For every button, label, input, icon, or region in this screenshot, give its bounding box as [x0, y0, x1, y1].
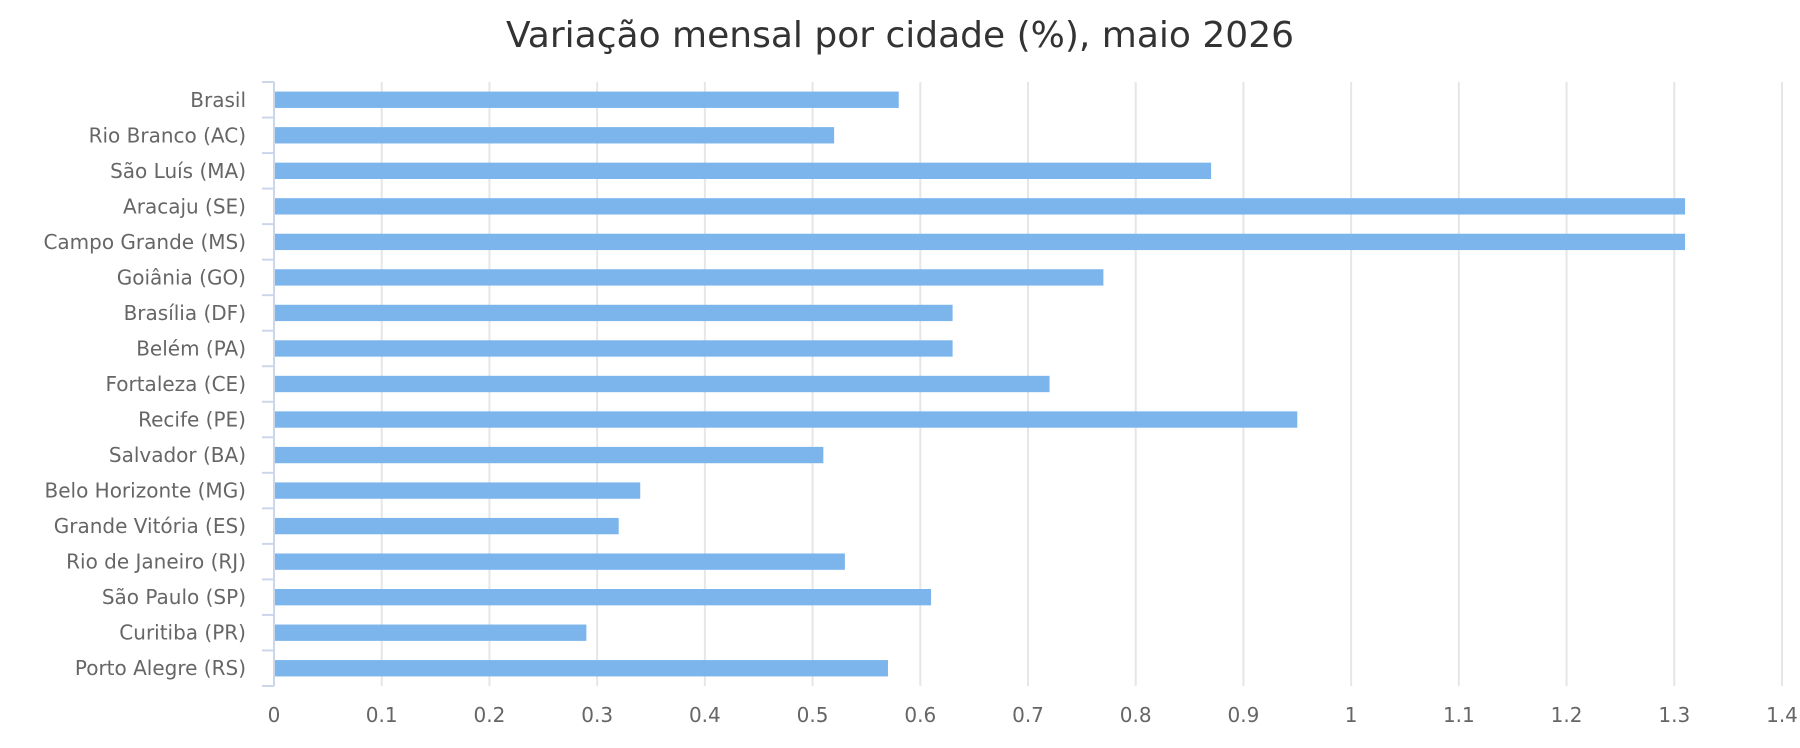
- bar[interactable]: [275, 624, 587, 641]
- x-axis: 0 0.1 0.2 0.3 0.4 0.5 0.6 0.7 0.8 0.9 1 1.1 1.2 1.3 1.…: [268, 703, 1798, 727]
- bar[interactable]: [275, 162, 1212, 179]
- x-tick-label: 0: [268, 703, 281, 727]
- bar[interactable]: [275, 375, 1050, 393]
- category-label: Grande Vitória (ES): [54, 514, 246, 538]
- bar[interactable]: [275, 198, 1686, 215]
- x-tick-label: 0.6: [904, 703, 936, 727]
- x-tick-label: 1.2: [1551, 703, 1583, 727]
- bar[interactable]: [275, 411, 1298, 428]
- bar[interactable]: [275, 269, 1104, 286]
- y-axis: Brasil Rio Branco (AC) São Luís (MA) Aracaj…: [43, 81, 275, 687]
- category-label: São Luís (MA): [110, 159, 246, 183]
- category-label: Belo Horizonte (MG): [44, 479, 246, 503]
- bar[interactable]: [275, 446, 824, 464]
- bar[interactable]: [275, 553, 845, 570]
- bars: [275, 91, 1686, 677]
- x-tick-label: 0.8: [1120, 703, 1152, 727]
- category-label: Recife (PE): [138, 408, 246, 432]
- category-label: São Paulo (SP): [102, 585, 246, 609]
- x-tick-label: 0.3: [581, 703, 613, 727]
- category-label: Brasil: [190, 88, 246, 112]
- bar[interactable]: [275, 127, 835, 144]
- category-label: Campo Grande (MS): [43, 230, 246, 254]
- category-label: Fortaleza (CE): [105, 372, 246, 396]
- category-label: Belém (PA): [136, 336, 246, 360]
- x-tick-label: 0.2: [474, 703, 506, 727]
- chart-title: Variação mensal por cidade (%), maio 202…: [506, 15, 1294, 56]
- x-tick-label: 1.3: [1658, 703, 1690, 727]
- category-label: Goiânia (GO): [117, 265, 246, 289]
- x-tick-label: 0.1: [366, 703, 398, 727]
- x-tick-label: 1: [1345, 703, 1358, 727]
- bar[interactable]: [275, 91, 899, 108]
- bar[interactable]: [275, 660, 888, 677]
- category-label: Aracaju (SE): [123, 194, 246, 218]
- bar[interactable]: [275, 340, 953, 357]
- category-label: Salvador (BA): [109, 443, 246, 467]
- x-tick-label: 1.4: [1766, 703, 1798, 727]
- bar[interactable]: [275, 482, 641, 499]
- x-tick-label: 1.1: [1443, 703, 1475, 727]
- x-tick-label: 0.7: [1012, 703, 1044, 727]
- category-label: Rio de Janeiro (RJ): [66, 550, 246, 574]
- x-tick-label: 0.9: [1228, 703, 1260, 727]
- category-label: Curitiba (PR): [119, 621, 246, 645]
- bar[interactable]: [275, 589, 932, 606]
- bar[interactable]: [275, 304, 953, 322]
- category-label: Brasília (DF): [124, 301, 246, 325]
- category-label: Porto Alegre (RS): [75, 656, 246, 680]
- x-tick-label: 0.4: [689, 703, 721, 727]
- category-label: Rio Branco (AC): [89, 123, 246, 147]
- bar[interactable]: [275, 233, 1686, 251]
- bar[interactable]: [275, 517, 619, 535]
- x-tick-label: 0.5: [797, 703, 829, 727]
